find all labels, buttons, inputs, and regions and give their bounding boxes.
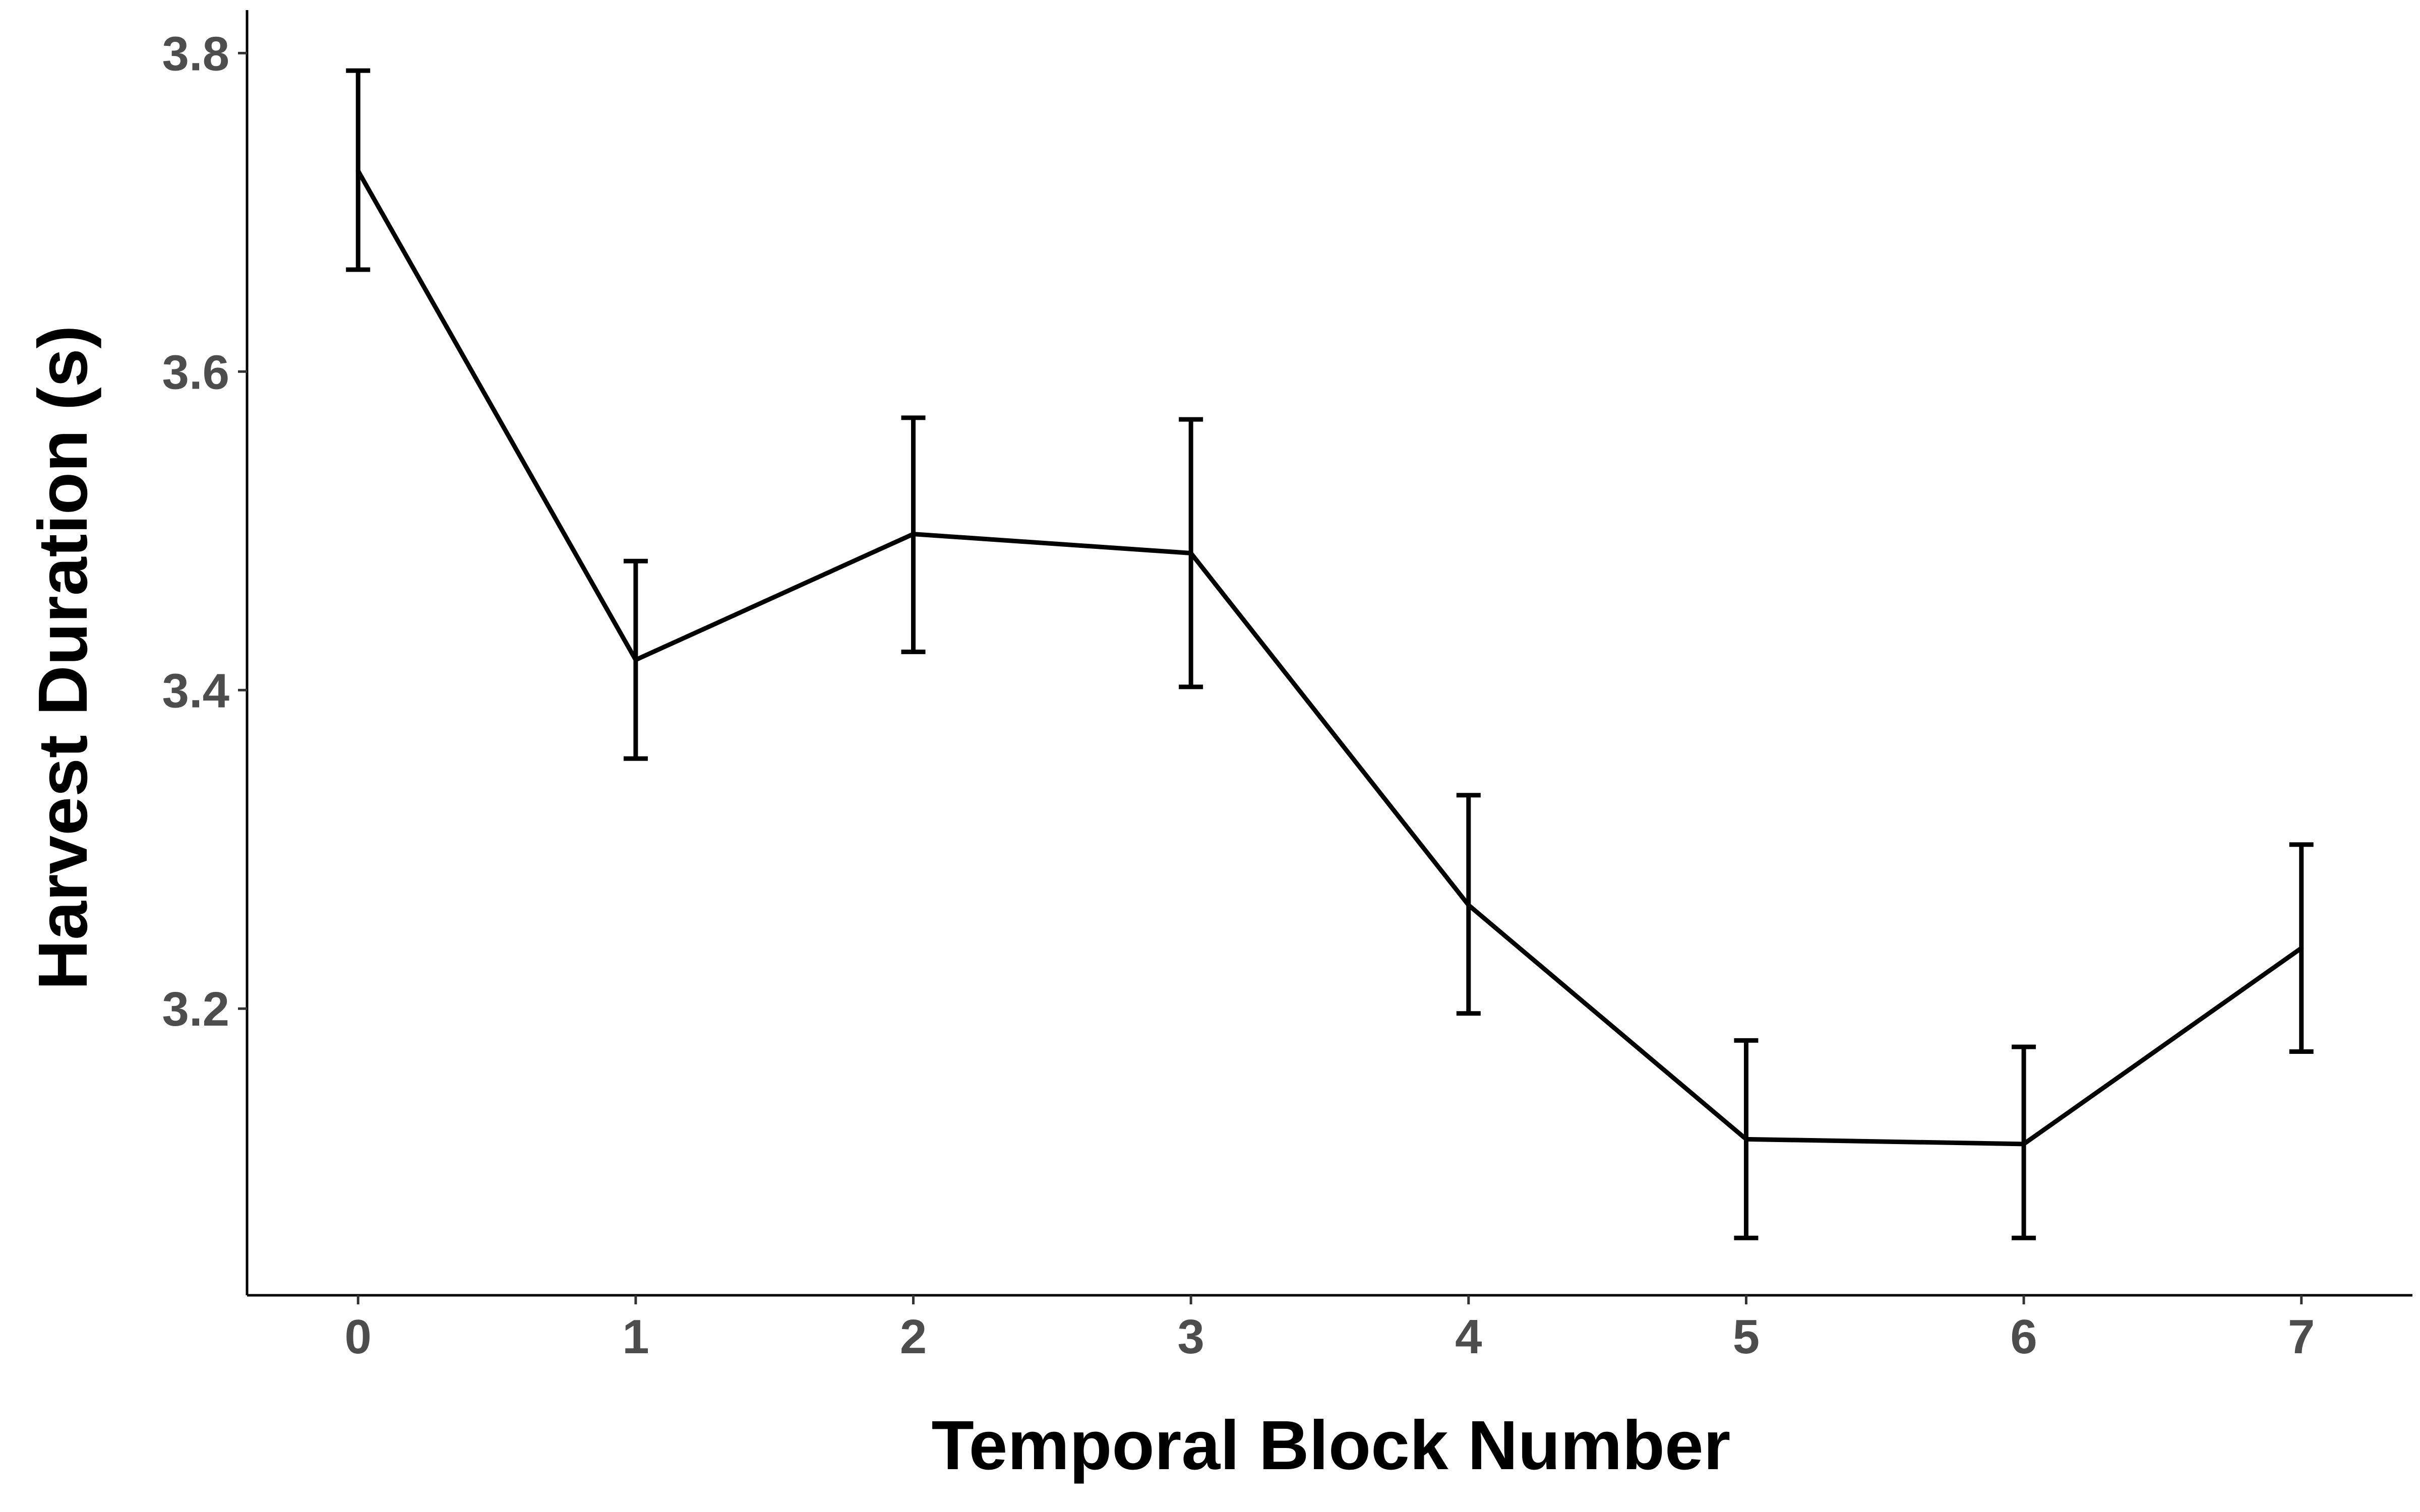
x-tick-label: 6 [2010, 1310, 2037, 1364]
data-point [1188, 551, 1193, 556]
y-axis-title: Harvest Duration (s) [24, 326, 102, 990]
x-tick-label: 3 [1177, 1310, 1204, 1364]
x-tick-label: 1 [622, 1310, 649, 1364]
x-tick-label: 2 [900, 1310, 927, 1364]
data-point [1743, 1137, 1748, 1142]
x-tick-label: 4 [1455, 1310, 1482, 1364]
series-line [356, 169, 2303, 1147]
axes [246, 10, 2412, 1297]
x-tick-label: 7 [2288, 1310, 2315, 1364]
y-tick-label: 3.4 [162, 664, 229, 718]
data-point [2299, 946, 2304, 951]
data-point [911, 532, 916, 537]
data-point [633, 657, 638, 662]
series-group [355, 168, 2304, 1147]
x-axis-title: Temporal Block Number [932, 1407, 1731, 1484]
x-tick-label: 5 [1733, 1310, 1760, 1364]
y-tick-label: 3.2 [162, 982, 229, 1036]
data-point [355, 168, 360, 173]
data-point [1466, 903, 1471, 908]
data-point [2021, 1142, 2026, 1147]
x-tick-label: 0 [345, 1310, 372, 1364]
y-tick-label: 3.6 [162, 345, 229, 399]
ticks: 0 1 2 3 4 5 6 7 3.2 3.4 3.6 3.8 [162, 27, 2315, 1364]
error-bars [346, 68, 2314, 1240]
y-tick-label: 3.8 [162, 27, 229, 81]
